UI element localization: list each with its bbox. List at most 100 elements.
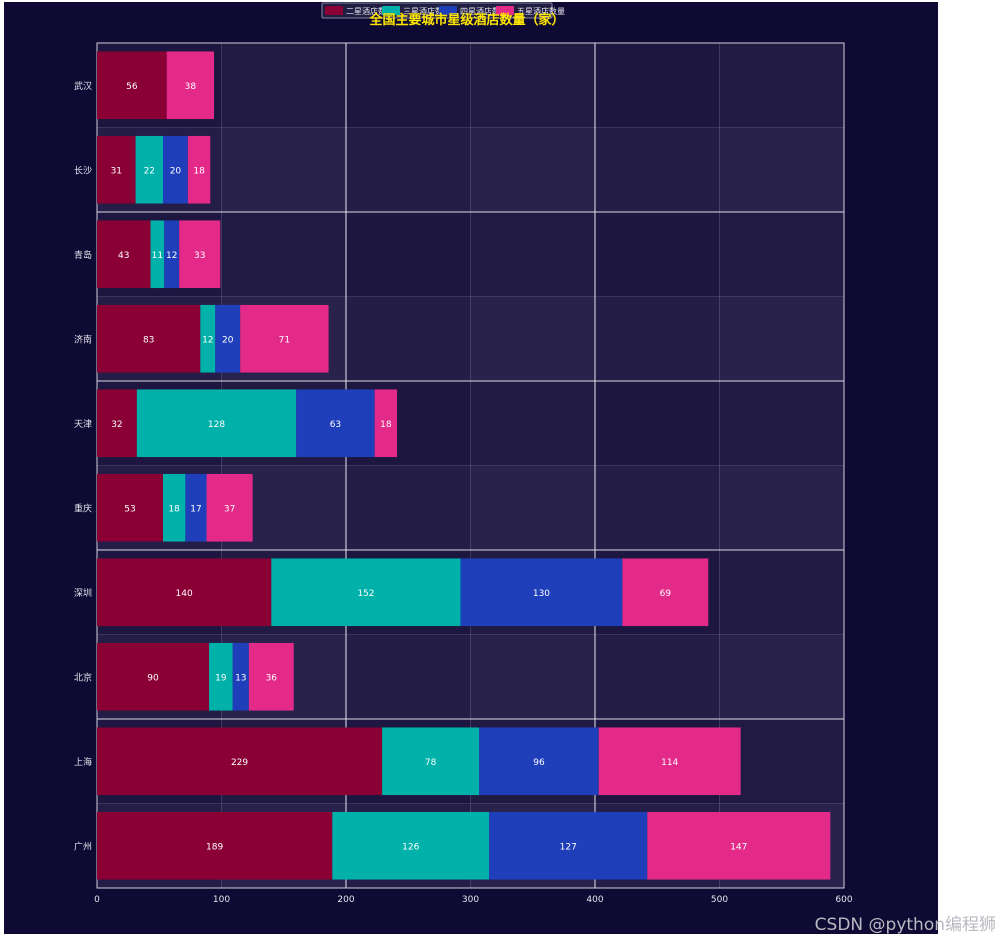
y-tick-label: 重庆 (74, 502, 92, 514)
legend-swatch[interactable] (496, 6, 514, 15)
bar-value-label: 18 (193, 166, 205, 176)
bar[interactable] (460, 558, 623, 627)
y-tick-label: 长沙 (74, 164, 92, 176)
bar[interactable] (382, 727, 480, 796)
legend-label[interactable]: 四星酒店数量 (460, 6, 508, 16)
bar-value-label: 18 (380, 420, 392, 430)
bar-value-label: 96 (533, 758, 545, 768)
bar-value-label: 38 (185, 82, 197, 92)
bar[interactable] (136, 389, 297, 458)
bar[interactable] (97, 389, 137, 458)
bar[interactable] (622, 558, 709, 627)
bar-value-label: 37 (224, 504, 235, 514)
bar-value-label: 63 (330, 420, 341, 430)
bar[interactable] (185, 473, 207, 542)
bar[interactable] (240, 304, 329, 373)
legend-swatch[interactable] (382, 6, 400, 15)
legend[interactable]: 二星酒店数量 三星酒店数量 四星酒店数量 五星酒店数量 (321, 2, 565, 19)
bar-value-label: 12 (166, 251, 177, 261)
bar-value-label: 19 (215, 673, 227, 683)
bar[interactable] (97, 220, 151, 289)
bar-value-label: 32 (111, 420, 122, 430)
y-tick-label: 北京 (74, 671, 92, 683)
bar[interactable] (232, 642, 249, 711)
x-tick-label: 500 (711, 895, 728, 905)
bar[interactable] (162, 473, 186, 542)
bar[interactable] (296, 389, 375, 458)
bar-value-label: 20 (222, 335, 234, 345)
row-band (97, 127, 844, 212)
bar[interactable] (150, 220, 165, 289)
bar[interactable] (332, 811, 490, 880)
bar-value-label: 36 (266, 673, 278, 683)
bar[interactable] (489, 811, 648, 880)
bar-value-label: 31 (111, 166, 122, 176)
legend-swatch[interactable] (325, 6, 343, 15)
bar[interactable] (248, 642, 294, 711)
bar-value-label: 13 (235, 673, 246, 683)
y-tick-label: 深圳 (74, 588, 92, 599)
y-tick-label: 武汉 (74, 80, 92, 92)
stacked-bar-chart: 189 126 127 147 229 78 96 114 90 19 13 36 140 152 130 6… (74, 2, 853, 905)
bar[interactable] (479, 727, 599, 796)
bar-value-label: 33 (194, 251, 205, 261)
bar[interactable] (97, 811, 333, 880)
bar[interactable] (200, 304, 216, 373)
plot-border (96, 42, 845, 889)
x-tick-label: 200 (337, 895, 354, 905)
bar-value-label: 17 (190, 504, 201, 514)
bar-value-label: 229 (231, 758, 248, 768)
legend-box (321, 2, 553, 19)
bar-value-label: 90 (147, 673, 159, 683)
bar-value-label: 114 (661, 758, 678, 768)
watermark: CSDN @python编程狮 (814, 915, 996, 935)
bar[interactable] (598, 727, 741, 796)
y-tick-label: 广州 (74, 840, 92, 852)
bar[interactable] (97, 642, 210, 711)
bar[interactable] (215, 304, 241, 373)
legend-swatch[interactable] (439, 6, 457, 15)
bar[interactable] (97, 473, 163, 542)
bar[interactable] (206, 473, 253, 542)
bar[interactable] (647, 811, 831, 880)
legend-label[interactable]: 二星酒店数量 (346, 6, 394, 16)
y-tick-label: 上海 (74, 756, 92, 768)
bar-value-label: 53 (124, 504, 135, 514)
bar-value-label: 147 (730, 842, 747, 852)
y-tick-label: 天津 (74, 419, 92, 430)
bar[interactable] (162, 135, 188, 204)
legend-label[interactable]: 五星酒店数量 (517, 6, 565, 16)
axes: 广州 上海 北京 深圳 重庆 天津 济南 青岛 长沙 武汉 0 100 200 300 400 500 600 (74, 80, 853, 905)
x-tick-label: 300 (462, 895, 479, 905)
bar-value-label: 152 (357, 589, 374, 599)
bar[interactable] (179, 220, 221, 289)
bar[interactable] (187, 135, 211, 204)
bar-value-label: 43 (118, 251, 129, 261)
row-band (97, 43, 844, 128)
bar[interactable] (97, 727, 383, 796)
bar[interactable] (135, 135, 163, 204)
chart-frame: 189 126 127 147 229 78 96 114 90 19 13 36 140 152 130 6… (4, 2, 938, 934)
bar[interactable] (166, 51, 215, 120)
x-tick-label: 400 (586, 895, 603, 905)
bar[interactable] (164, 220, 180, 289)
bar-value-label: 18 (168, 504, 180, 514)
bar-value-label: 189 (206, 842, 223, 852)
y-tick-label: 青岛 (74, 249, 92, 261)
bar[interactable] (271, 558, 461, 627)
x-tick-label: 600 (835, 895, 852, 905)
legend-label[interactable]: 三星酒店数量 (403, 6, 451, 16)
bar-value-label: 20 (170, 166, 182, 176)
bar-value-label: 22 (144, 166, 155, 176)
row-band (97, 212, 844, 297)
bar[interactable] (97, 51, 167, 120)
bar[interactable] (97, 135, 136, 204)
bar-value-label: 78 (425, 758, 437, 768)
bar-value-label: 56 (126, 82, 138, 92)
bar[interactable] (97, 558, 272, 627)
bar[interactable] (374, 389, 398, 458)
bar-value-label: 127 (560, 842, 577, 852)
bar[interactable] (97, 304, 201, 373)
chart-title: 全国主要城市星级酒店数量（家） (368, 12, 564, 28)
bar[interactable] (209, 642, 233, 711)
